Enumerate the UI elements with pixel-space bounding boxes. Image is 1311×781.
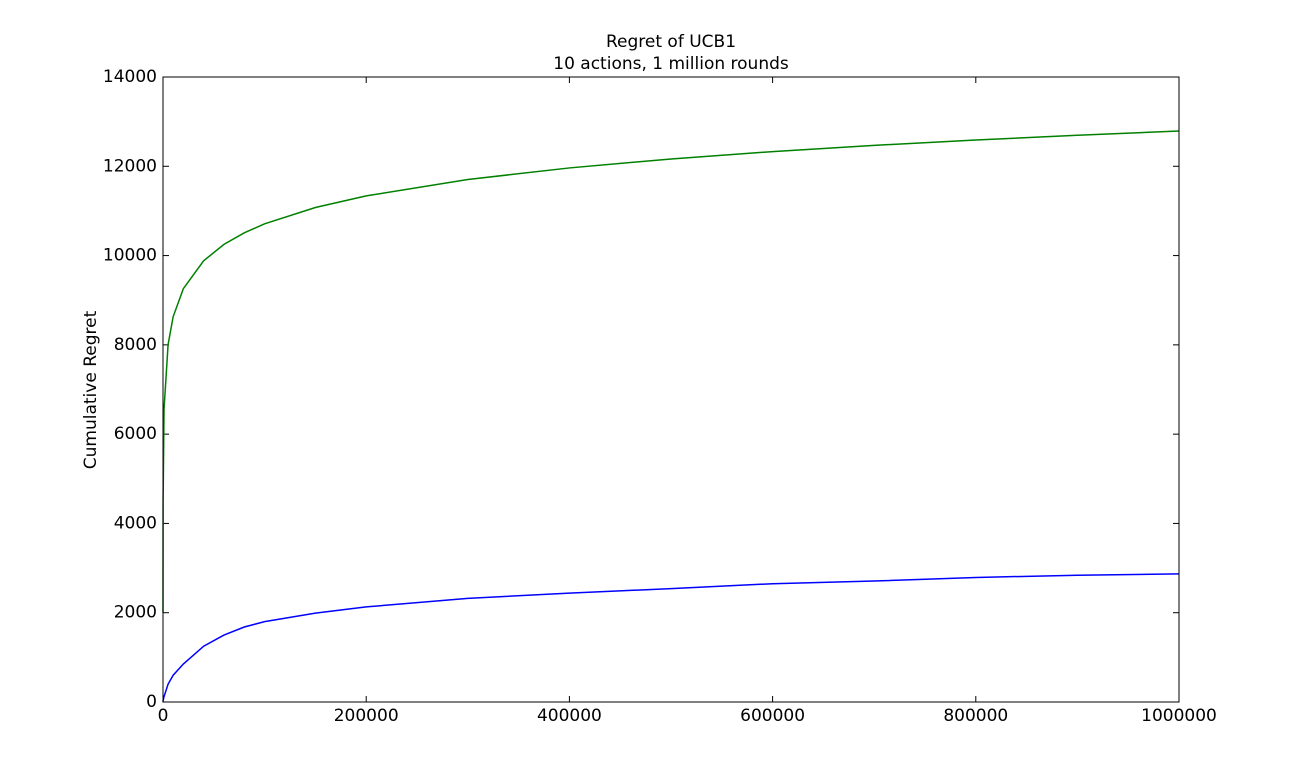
y-tick-label: 14000	[103, 67, 157, 87]
chart-title: Regret of UCB1	[606, 32, 736, 52]
series-line	[162, 573, 1180, 703]
x-tick-label: 800000	[943, 706, 1008, 726]
x-tick-label: 400000	[537, 706, 602, 726]
y-tick-label: 2000	[114, 603, 157, 623]
y-tick-label: 6000	[114, 424, 157, 444]
x-tick-label: 1000000	[1141, 706, 1217, 726]
x-tick-label: 200000	[334, 706, 399, 726]
chart-subtitle: 10 actions, 1 million rounds	[553, 54, 789, 74]
series-line	[162, 130, 1180, 613]
y-tick-label: 8000	[114, 335, 157, 355]
y-tick-label: 10000	[103, 246, 157, 266]
plot-frame	[162, 76, 1180, 703]
x-tick-label: 0	[158, 706, 169, 726]
y-axis-label: Cumulative Regret	[81, 310, 101, 469]
x-tick-label: 600000	[740, 706, 805, 726]
y-tick-label: 0	[146, 692, 157, 712]
y-tick-label: 12000	[103, 156, 157, 176]
y-tick-label: 4000	[114, 513, 157, 533]
